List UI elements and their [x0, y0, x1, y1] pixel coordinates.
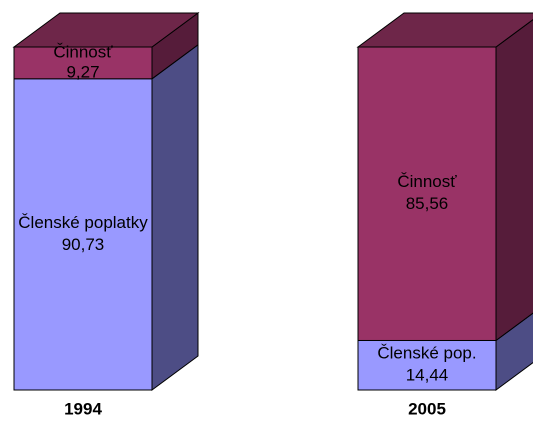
- value-label: 9,27: [66, 62, 99, 81]
- bar-segment: [13, 46, 153, 80]
- bar-segment: [357, 339, 497, 391]
- segment-label: Činnosť: [397, 172, 457, 191]
- value-label: 85,56: [406, 194, 449, 213]
- segment-label: Členské pop.: [377, 344, 476, 363]
- bar-side: [151, 43, 199, 391]
- segment-label: Členské poplatky: [18, 213, 148, 232]
- bar-top: [356, 12, 533, 48]
- bar-top: [12, 12, 200, 48]
- bar-side: [495, 19, 533, 342]
- value-label: 14,44: [406, 366, 449, 385]
- value-label: 90,73: [62, 235, 105, 254]
- bar-side: [495, 312, 533, 391]
- x-tick-label: 1994: [64, 399, 102, 418]
- bar-segment: [13, 78, 153, 391]
- x-tick-label: 2005: [408, 399, 446, 418]
- segment-label: Činnosť: [53, 42, 113, 61]
